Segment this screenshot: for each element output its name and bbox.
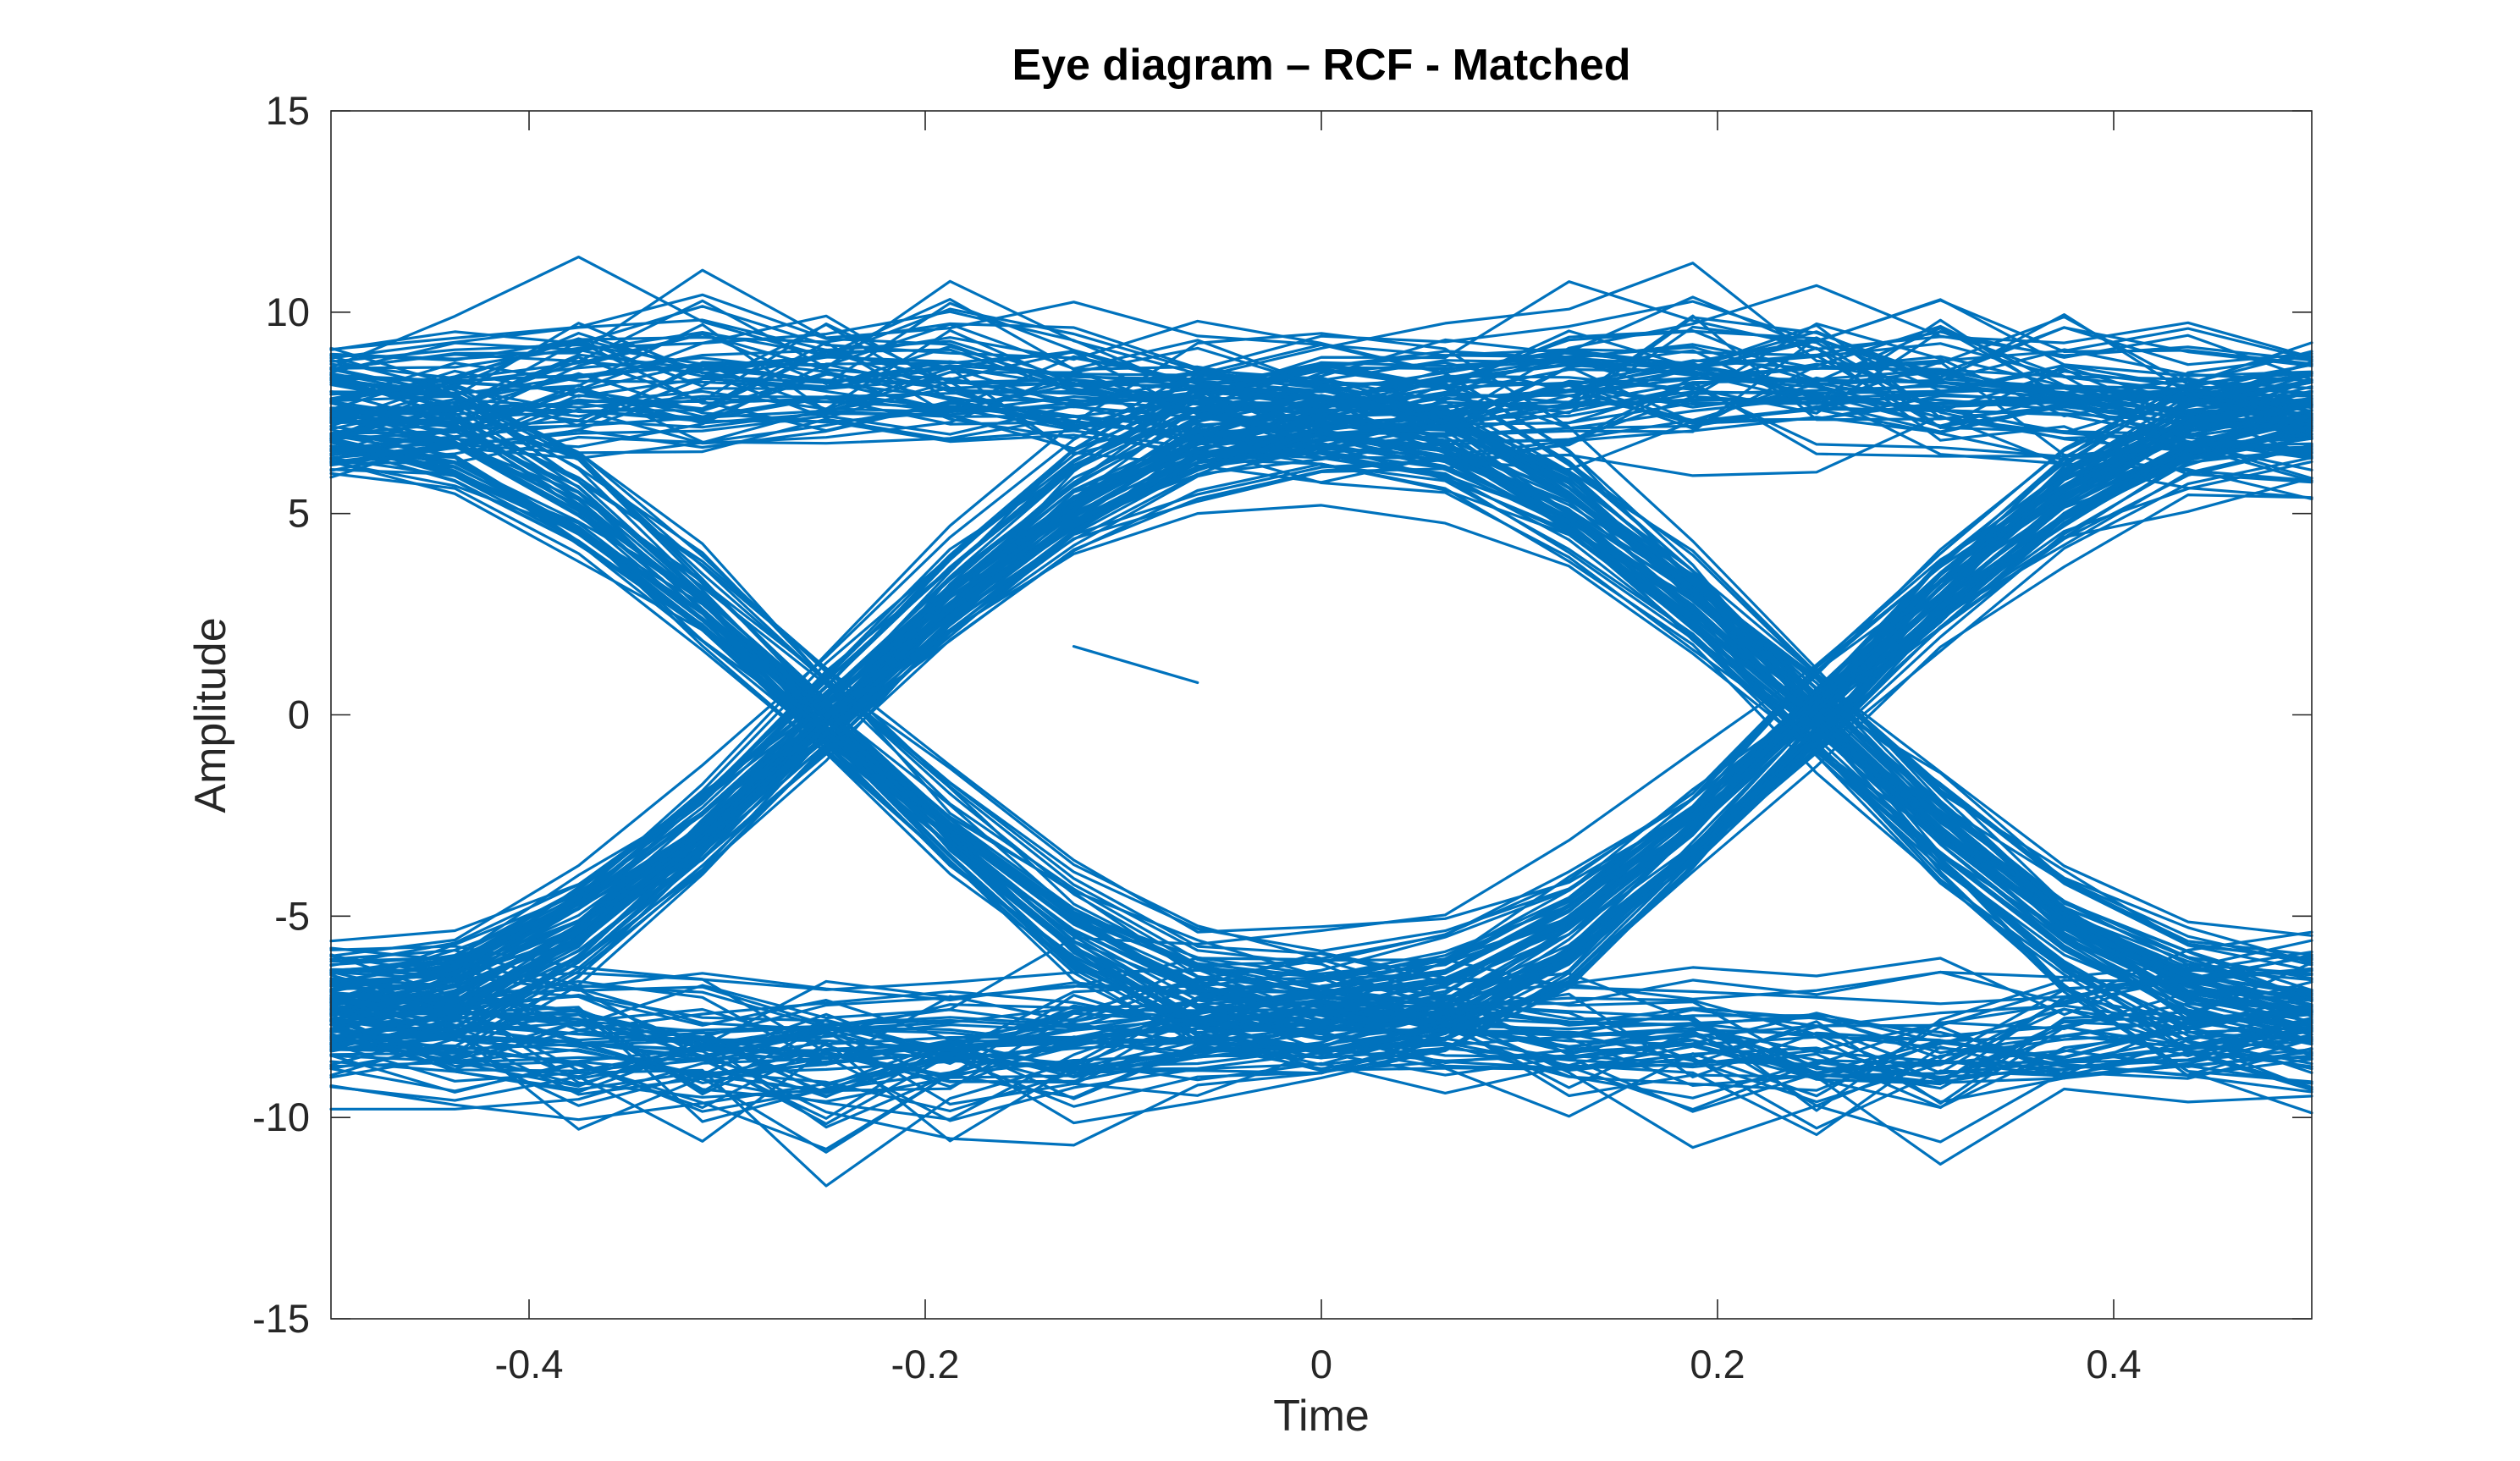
stray-trace bbox=[1072, 645, 1199, 685]
eye-trace bbox=[329, 350, 2313, 1125]
eye-trace bbox=[329, 336, 2313, 1052]
eye-trace bbox=[329, 381, 2313, 1042]
eye-trace bbox=[329, 385, 2313, 1012]
y-tick-label: -10 bbox=[252, 1094, 310, 1139]
eye-trace bbox=[329, 301, 2313, 414]
x-tick-label: 0.4 bbox=[2086, 1342, 2141, 1387]
y-tick-label: 10 bbox=[266, 289, 310, 334]
y-tick-label: 5 bbox=[288, 491, 310, 536]
eye-trace bbox=[329, 1002, 2313, 1085]
eye-trace bbox=[329, 330, 2313, 405]
eye-trace bbox=[329, 318, 2313, 976]
y-tick-label: -5 bbox=[274, 893, 310, 938]
eye-trace bbox=[329, 349, 2313, 1045]
eye-trace bbox=[329, 416, 2313, 953]
eye-trace bbox=[329, 367, 2313, 1001]
eye-trace bbox=[329, 953, 2313, 1112]
eye-trace bbox=[329, 339, 2313, 1015]
chart-title: Eye diagram – RCF - Matched bbox=[1012, 41, 1630, 90]
eye-trace bbox=[329, 433, 2313, 1048]
eye-trace bbox=[329, 377, 2313, 1056]
eye-trace bbox=[329, 361, 2313, 1006]
eye-trace bbox=[329, 362, 2313, 1056]
eye-trace bbox=[329, 410, 2313, 1028]
x-tick-label: -0.4 bbox=[495, 1342, 564, 1387]
eye-trace bbox=[329, 987, 2313, 1111]
x-tick-label: 0.2 bbox=[1690, 1342, 1745, 1387]
eye-trace bbox=[329, 370, 2313, 1013]
eye-trace bbox=[329, 447, 2313, 1090]
y-axis: -15 -10 -5 0 5 10 15 bbox=[252, 88, 2312, 1341]
eye-trace bbox=[329, 346, 2313, 480]
eye-trace bbox=[329, 355, 2313, 1083]
y-tick-label: 15 bbox=[266, 88, 310, 133]
eye-trace bbox=[329, 327, 2313, 986]
eye-trace bbox=[329, 298, 2313, 958]
eye-trace bbox=[329, 389, 2313, 1093]
eye-trace bbox=[329, 372, 2313, 1075]
eye-trace bbox=[329, 408, 2313, 1123]
y-tick-label: 0 bbox=[288, 692, 310, 737]
eye-trace bbox=[329, 968, 2313, 1122]
y-axis-label: Amplitude bbox=[186, 617, 235, 813]
eye-trace bbox=[329, 973, 2313, 1111]
eye-trace bbox=[329, 951, 2313, 1078]
eye-trace bbox=[329, 460, 2313, 1086]
eye-trace bbox=[329, 1007, 2313, 1088]
x-tick-label: -0.2 bbox=[891, 1342, 960, 1387]
eye-trace bbox=[329, 414, 2313, 994]
y-tick-label: -15 bbox=[252, 1296, 310, 1341]
x-tick-label: 0 bbox=[1310, 1342, 1332, 1387]
eye-trace bbox=[329, 360, 2313, 992]
eye-trace bbox=[329, 355, 2313, 1067]
eye-trace bbox=[329, 293, 2313, 422]
eye-traces bbox=[329, 256, 2313, 1188]
eye-trace bbox=[329, 322, 2313, 1014]
eye-trace bbox=[329, 374, 2313, 1040]
eye-trace bbox=[329, 318, 2313, 1041]
eye-trace bbox=[329, 945, 2313, 1078]
eye-trace bbox=[329, 390, 2313, 1041]
eye-trace bbox=[329, 295, 2313, 451]
x-axis-label: Time bbox=[1273, 1392, 1370, 1441]
x-axis: -0.4 -0.2 0 0.2 0.4 bbox=[495, 111, 2142, 1387]
eye-trace bbox=[329, 408, 2313, 1007]
plot-area-box bbox=[330, 110, 2313, 1320]
